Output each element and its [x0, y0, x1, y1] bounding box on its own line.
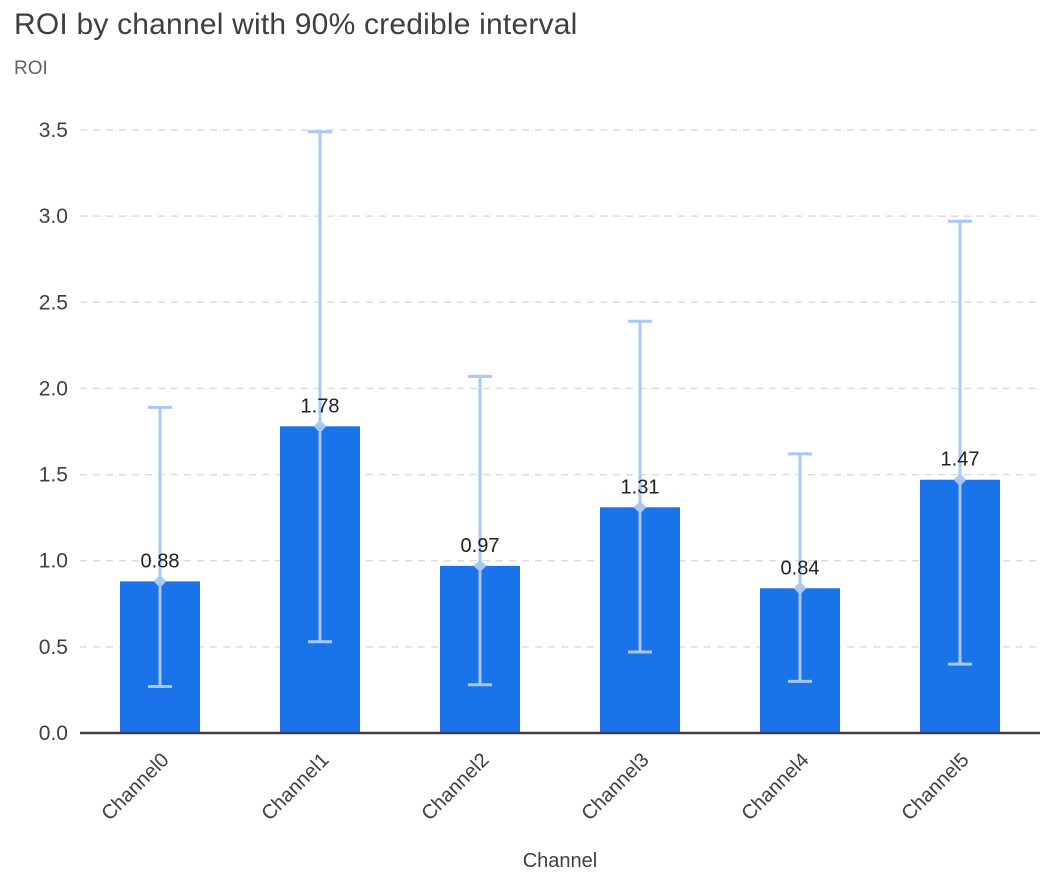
value-label: 0.88 — [141, 550, 180, 572]
x-axis-title: Channel — [522, 850, 598, 872]
x-tick-label: Channel2 — [417, 749, 493, 825]
y-axis-title: ROI — [14, 58, 48, 79]
mean-marker — [313, 419, 327, 433]
value-label: 1.31 — [621, 476, 660, 498]
y-tick-label: 1.5 — [39, 464, 68, 487]
y-tick-label: 1.0 — [39, 550, 68, 573]
x-tick-label: Channel3 — [577, 749, 653, 825]
y-tick-label: 0.5 — [39, 636, 68, 659]
y-tick-label: 0.0 — [39, 722, 68, 745]
value-label: 0.97 — [461, 535, 500, 557]
chart-title: ROI by channel with 90% credible interva… — [14, 8, 578, 41]
value-label: 1.47 — [941, 449, 980, 471]
x-tick-label: Channel5 — [897, 749, 973, 825]
x-tick-label: Channel4 — [737, 749, 813, 825]
value-label: 0.84 — [781, 557, 820, 579]
y-tick-label: 2.0 — [39, 377, 68, 400]
y-tick-label: 3.5 — [39, 119, 68, 142]
value-label: 1.78 — [301, 395, 340, 417]
y-tick-label: 2.5 — [39, 291, 68, 314]
y-tick-label: 3.0 — [39, 205, 68, 228]
x-tick-label: Channel1 — [257, 749, 333, 825]
x-tick-label: Channel0 — [97, 749, 173, 825]
